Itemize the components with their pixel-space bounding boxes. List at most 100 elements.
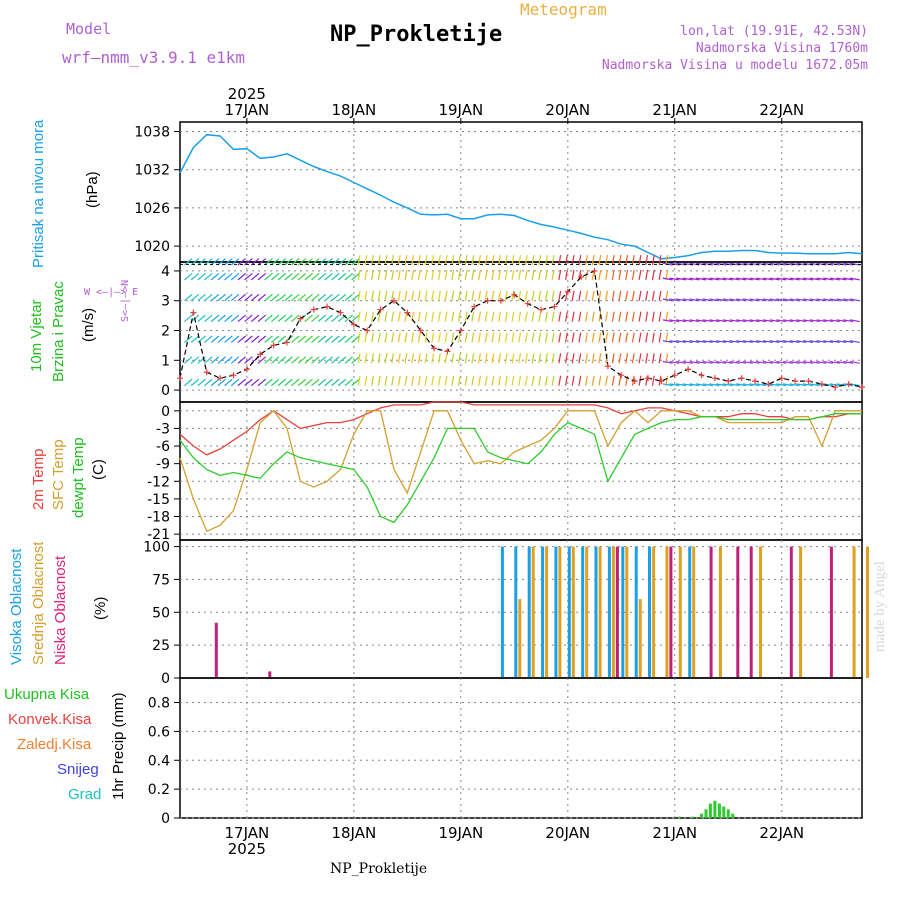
wind-arrow — [297, 258, 307, 266]
wind-arrow — [444, 269, 448, 280]
wind-arrow — [658, 332, 662, 343]
wind-arrow — [709, 340, 720, 344]
precip-panel: 0 0.2 0.4 0.6 0.8 — [148, 677, 863, 827]
cloud-low-bar — [214, 622, 218, 678]
wind-arrow — [729, 383, 740, 387]
temp-ytick-label: 0 — [161, 404, 170, 420]
wind-arrow — [538, 353, 542, 364]
wind-arrow — [397, 311, 401, 322]
wind-arrow — [591, 311, 595, 322]
wind-arrow — [749, 319, 760, 323]
cloud-mid-bar — [692, 546, 696, 678]
wind-arrow — [796, 319, 807, 323]
wind-arrow — [631, 353, 635, 364]
wind-arrow — [491, 269, 495, 280]
wind-arrow — [297, 378, 307, 387]
wind-arrow — [204, 272, 213, 281]
wind-arrow — [210, 335, 220, 343]
bottom-day-label: 18JAN — [331, 824, 376, 842]
wind-arrow — [776, 319, 787, 323]
wind-arrow — [397, 269, 401, 280]
elevation-label: Nadmorska Visina 1760m — [695, 41, 868, 56]
wind-arrow — [371, 353, 374, 364]
wind-arrow — [210, 293, 220, 302]
wind-arrow — [756, 340, 767, 344]
precip-ytick-label: 0.8 — [148, 696, 170, 712]
wind-arrow — [669, 340, 680, 344]
wind-arrow — [531, 254, 535, 266]
wind-arrow — [237, 314, 246, 323]
wind-arrow — [716, 298, 727, 302]
wind-arrow — [631, 290, 635, 301]
wind-arrow — [451, 375, 455, 386]
wind-arrow — [417, 254, 421, 266]
wind-arrow — [518, 269, 522, 280]
wind-arrow — [431, 311, 435, 322]
wind-arrow — [702, 383, 713, 387]
wind-arrow — [702, 262, 713, 266]
top-day-label: 17JAN — [224, 101, 269, 119]
wind-arrow — [776, 277, 787, 281]
wind-arrow — [769, 360, 780, 364]
wind-arrow — [716, 319, 727, 323]
wind-arrow — [605, 254, 608, 266]
wind-arrow — [756, 360, 767, 364]
wind-arrow — [197, 356, 206, 364]
wind-arrow — [511, 332, 515, 343]
wind-arrow — [464, 254, 468, 266]
wind-arrow — [829, 298, 840, 302]
cloud-ytick-label: 25 — [152, 638, 170, 654]
wind-arrow — [702, 277, 713, 281]
wind-arrow — [736, 319, 747, 323]
pressure-ytick-label: 1038 — [134, 125, 170, 141]
wind-arrow — [675, 277, 687, 281]
wind-arrow — [371, 254, 374, 266]
legend-total-rain: Ukupna Kisa — [4, 686, 90, 703]
wind-arrow — [371, 311, 374, 322]
wind-arrow — [344, 378, 353, 387]
cloud-mid-bar — [518, 599, 522, 678]
cloud-low-bar — [669, 546, 673, 678]
bottom-year-label: 2025 — [228, 840, 266, 858]
wind-arrow — [662, 383, 673, 387]
wind-arrow — [424, 290, 428, 301]
wind-arrow — [578, 311, 582, 322]
wind-arrow — [809, 298, 820, 302]
wind-arrow — [823, 277, 834, 281]
wind-arrow — [796, 277, 807, 281]
wind-arrow — [518, 375, 522, 386]
wind-arrow — [190, 272, 200, 281]
wind-arrow — [197, 314, 206, 323]
wind-arrow — [682, 383, 693, 387]
wind-arrow — [437, 311, 441, 322]
pressure-ytick-label: 1026 — [134, 201, 170, 217]
wind-arrow — [357, 311, 361, 322]
cloud-mid-bar — [545, 546, 549, 678]
wind-speed-point — [511, 291, 518, 298]
wind-arrow — [371, 375, 374, 386]
wind-arrow — [524, 375, 528, 386]
wind-arrow — [237, 335, 246, 343]
wind-arrow — [324, 293, 333, 302]
wind-arrow — [675, 383, 687, 387]
wind-arrow — [204, 378, 213, 387]
wind-arrow — [224, 378, 233, 387]
wind-arrow — [578, 290, 582, 301]
cloud-high-bar — [554, 546, 558, 678]
wind-arrow — [344, 335, 353, 343]
wind-speed-point — [444, 348, 451, 355]
wind-speed-point — [310, 306, 317, 313]
wind-arrow — [371, 290, 374, 301]
wind-arrow — [829, 360, 840, 364]
cloud-low-bar — [709, 546, 713, 678]
wind-speed-point — [230, 372, 237, 379]
wind-arrow — [598, 254, 602, 266]
wind-arrow — [651, 311, 655, 322]
wind-arrow — [776, 298, 787, 302]
wind-arrow — [658, 311, 662, 322]
wind-arrow — [836, 383, 847, 387]
wind-arrow — [224, 258, 233, 266]
wind-arrow — [458, 353, 461, 364]
wind-arrow — [625, 254, 629, 266]
wind-arrow — [638, 353, 642, 364]
